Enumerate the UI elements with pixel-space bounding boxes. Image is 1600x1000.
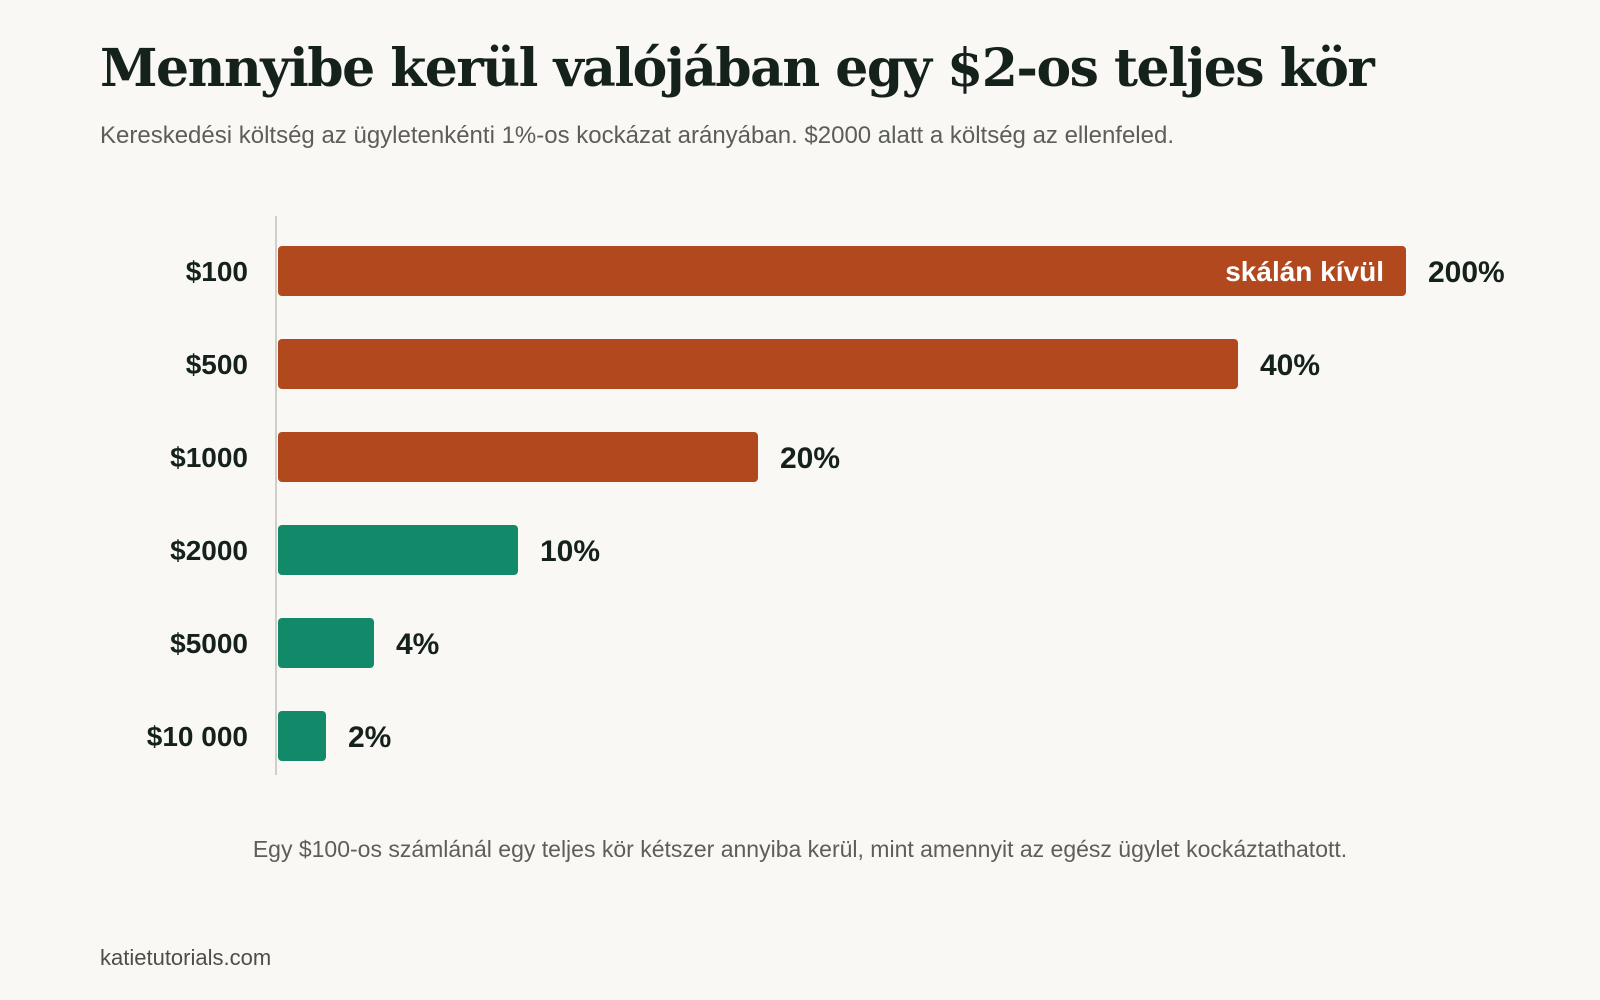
bar-value-label: 40% (1260, 349, 1320, 382)
category-tick-label: $5000 (170, 628, 248, 659)
category-tick-label: $500 (186, 349, 248, 380)
source-credit: katietutorials.com (100, 945, 272, 970)
category-tick-label: $1000 (170, 442, 248, 473)
category-tick-label: $10 000 (147, 721, 248, 752)
bar (278, 711, 326, 761)
bar (278, 618, 374, 668)
chart-title: Mennyibe kerül valójában egy $2-os telje… (100, 38, 1375, 99)
bar-value-label: 20% (780, 442, 840, 475)
bar-value-label: 200% (1428, 256, 1505, 289)
bar-value-label: 10% (540, 535, 600, 568)
chart-subtitle: Kereskedési költség az ügyletenkénti 1%-… (100, 122, 1174, 149)
category-tick-label: $2000 (170, 535, 248, 566)
bar-value-label: 4% (396, 628, 439, 661)
off-scale-label: skálán kívül (1225, 256, 1384, 287)
chart-caption: Egy $100-os számlánál egy teljes kör két… (252, 836, 1348, 862)
bar (278, 339, 1238, 389)
bar-value-label: 2% (348, 721, 391, 754)
bar-off-scale (278, 246, 1406, 296)
category-tick-label: $100 (186, 256, 248, 287)
bar (278, 432, 758, 482)
bar-chart: $100 skálán kívül 200% $500 40% $1000 20% $2000… (147, 216, 1505, 775)
bar (278, 525, 518, 575)
